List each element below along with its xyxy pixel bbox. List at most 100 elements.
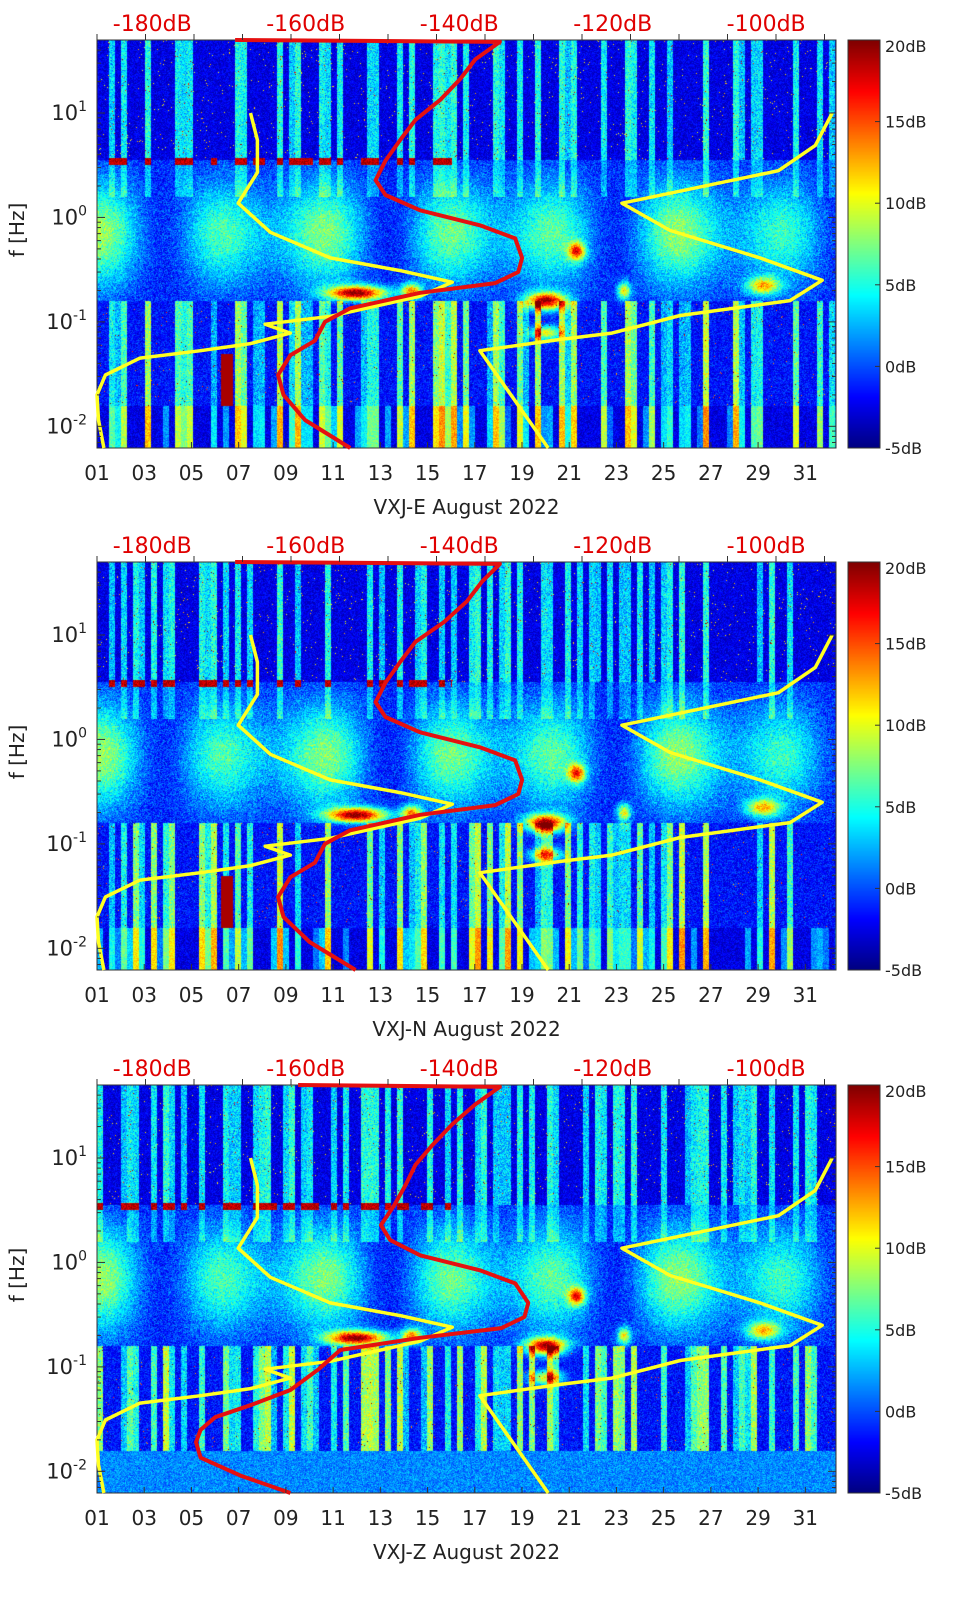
spectrogram-panel-3: -180dB -160dB -140dB -120dB -100dB 01 03 05 07 09… [0,1045,962,1567]
series-high-noise-model [478,1157,834,1495]
x-tick-label: 29 [745,983,770,1007]
x-tick-label: 13 [368,983,393,1007]
x-tick-label: 21 [556,1506,581,1530]
x-tick-label: 31 [793,461,818,485]
top-axis-label: -160dB [266,534,345,559]
top-axis-label: -180dB [113,1057,192,1082]
x-tick-label: 19 [509,983,534,1007]
x-tick-label: 01 [84,983,109,1007]
x-tick-label: 21 [556,461,581,485]
colorbar-label: 10dB [885,1239,927,1258]
top-axis-label: -140dB [420,534,499,559]
y-axis-label: f [Hz] [5,203,29,258]
x-tick-label: 09 [273,983,298,1007]
colorbar-label: 10dB [885,716,927,735]
top-axis-label: -120dB [573,1057,652,1082]
y-axis-label: f [Hz] [5,725,29,780]
x-tick-label: 03 [131,461,156,485]
x-tick-label: 29 [745,461,770,485]
colorbar [848,40,880,448]
top-axis-label: -140dB [420,1057,499,1082]
series-low-noise-model [95,112,455,449]
x-tick-label: 15 [415,461,440,485]
top-axis-label: -100dB [727,1057,806,1082]
colorbar-label: 5dB [885,276,916,295]
x-tick-label: 17 [462,983,487,1007]
colorbar-label: -5dB [885,439,922,458]
x-tick-label: 25 [651,1506,676,1530]
colorbar-label: 5dB [885,1321,916,1340]
x-tick-label: 31 [793,1506,818,1530]
series-low-noise-model [95,634,455,971]
x-tick-label: 07 [226,461,251,485]
spectrogram-panel-2: -180dB -160dB -140dB -120dB -100dB 01 03 05 07 09… [0,522,962,1044]
colorbar-label: 20dB [885,1082,927,1101]
x-tick-label: 25 [651,983,676,1007]
x-tick-label: 27 [698,1506,723,1530]
x-tick-label: 13 [368,1506,393,1530]
colorbar-label: -5dB [885,961,922,980]
colorbar-label: 5dB [885,798,916,817]
colorbar-label: 15dB [885,635,927,654]
x-axis-label: VXJ-N August 2022 [372,1017,560,1041]
top-axis-label: -140dB [420,12,499,37]
top-axis-label: -180dB [113,534,192,559]
y-tick-label: 10-1 [46,308,87,334]
x-tick-label: 11 [320,461,345,485]
top-axis-label: -100dB [727,534,806,559]
x-tick-label: 07 [226,1506,251,1530]
y-tick-label: 10-2 [46,934,87,960]
colorbar [848,562,880,970]
x-tick-label: 25 [651,461,676,485]
y-tick-label: 10-1 [46,830,87,856]
axes-overlay: -180dB -160dB -140dB -120dB -100dB 01 03 05 07 09… [5,12,927,519]
axes-overlay: -180dB -160dB -140dB -120dB -100dB 01 03 05 07 09… [5,534,927,1041]
x-tick-label: 01 [84,1506,109,1530]
x-tick-label: 03 [131,1506,156,1530]
x-tick-label: 31 [793,983,818,1007]
x-tick-label: 23 [604,461,629,485]
y-tick-label: 100 [51,1248,87,1274]
x-tick-label: 01 [84,461,109,485]
y-tick-label: 10-2 [46,412,87,438]
colorbar-frame [847,1084,881,1494]
y-axis-label: f [Hz] [5,1248,29,1303]
plot-frame [96,39,837,449]
colorbar-label: 15dB [885,113,927,132]
x-tick-label: 13 [368,461,393,485]
x-tick-label: 19 [509,1506,534,1530]
y-tick-label: 100 [51,725,87,751]
series-low-noise-model [95,1157,455,1494]
colorbar-label: 0dB [885,357,916,376]
y-tick-label: 100 [51,203,87,229]
series-station-median-psd [235,38,525,450]
plot-frame [96,561,837,971]
x-tick-label: 29 [745,1506,770,1530]
series-high-noise-model [478,634,834,972]
x-tick-label: 27 [698,461,723,485]
x-tick-label: 15 [415,983,440,1007]
colorbar [848,1085,880,1493]
x-tick-label: 19 [509,461,534,485]
top-axis-label: -160dB [266,1057,345,1082]
colorbar-frame [847,561,881,971]
colorbar-frame [847,39,881,449]
y-tick-label: 101 [51,99,87,125]
series-high-noise-model [478,112,834,450]
x-tick-label: 05 [179,983,204,1007]
x-tick-label: 03 [131,983,156,1007]
x-tick-label: 23 [604,983,629,1007]
y-tick-label: 10-2 [46,1457,87,1483]
x-tick-label: 09 [273,1506,298,1530]
x-tick-label: 07 [226,983,251,1007]
x-tick-label: 05 [179,461,204,485]
colorbar-label: 20dB [885,37,927,56]
x-tick-label: 11 [320,983,345,1007]
x-tick-label: 27 [698,983,723,1007]
colorbar-label: 20dB [885,559,927,578]
top-axis-label: -120dB [573,534,652,559]
x-tick-label: 11 [320,1506,345,1530]
top-axis-label: -120dB [573,12,652,37]
y-tick-label: 101 [51,621,87,647]
colorbar-label: 0dB [885,879,916,898]
